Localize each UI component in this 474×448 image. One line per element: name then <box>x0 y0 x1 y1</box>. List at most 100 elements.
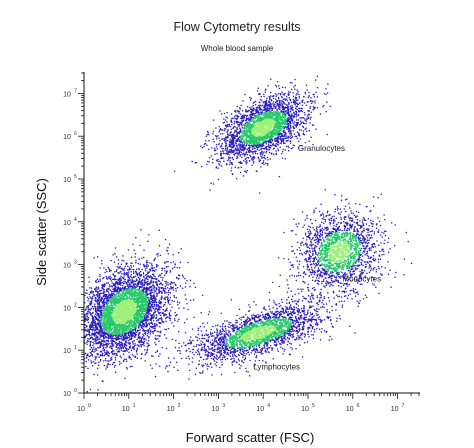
scatter-point <box>282 102 285 104</box>
scatter-point <box>295 99 298 102</box>
scatter-point <box>237 148 239 151</box>
scatter-point <box>251 151 254 153</box>
scatter-point <box>234 166 236 169</box>
scatter-point <box>288 146 290 149</box>
scatter-point <box>248 146 251 148</box>
scatter-point <box>317 232 319 234</box>
scatter-point <box>356 300 359 303</box>
scatter-point <box>255 129 258 132</box>
scatter-point <box>208 156 211 159</box>
scatter-point <box>195 161 198 164</box>
scatter-point <box>298 102 301 104</box>
scatter-point <box>260 105 262 107</box>
scatter-point <box>324 218 327 221</box>
scatter-point <box>384 218 386 221</box>
scatter-point <box>346 198 348 200</box>
scatter-point <box>233 154 236 156</box>
scatter-point <box>353 230 355 233</box>
scatter-point <box>257 125 260 128</box>
scatter-point <box>249 149 251 152</box>
scatter-point <box>304 234 307 236</box>
scatter-point <box>261 108 263 111</box>
scatter-point <box>298 247 300 249</box>
scatter-point <box>383 253 385 256</box>
scatter-point <box>344 199 347 201</box>
scatter-point <box>375 286 377 288</box>
scatter-point <box>317 283 320 285</box>
scatter-point <box>289 81 292 84</box>
scatter-point <box>290 101 293 104</box>
scatter-point <box>315 91 317 94</box>
scatter-point <box>359 270 361 273</box>
scatter-point <box>235 111 237 113</box>
scatter-point <box>293 252 296 255</box>
scatter-point <box>270 138 273 140</box>
scatter-point <box>235 148 237 151</box>
scatter-point <box>306 89 308 91</box>
scatter-point <box>298 140 300 143</box>
scatter-point <box>255 110 258 112</box>
scatter-point <box>302 99 304 101</box>
scatter-point <box>235 142 237 145</box>
scatter-point <box>371 225 374 228</box>
scatter-point <box>340 253 343 256</box>
scatter-point <box>240 104 242 107</box>
scatter-point <box>224 124 227 127</box>
scatter-point <box>377 265 380 268</box>
scatter-point <box>307 266 309 268</box>
scatter-point <box>330 278 332 280</box>
scatter-point <box>338 300 341 303</box>
scatter-point <box>289 261 291 264</box>
scatter-point <box>298 263 301 265</box>
scatter-point <box>279 133 281 136</box>
scatter-point <box>340 259 342 262</box>
scatter-point <box>267 129 270 132</box>
scatter-point <box>266 102 268 105</box>
scatter-point <box>265 162 267 165</box>
scatter-point <box>305 130 308 132</box>
scatter-point <box>282 135 285 138</box>
scatter-point <box>191 361 194 363</box>
scatter-point <box>393 244 396 247</box>
scatter-point <box>249 108 252 111</box>
scatter-point <box>259 92 261 95</box>
scatter-point <box>314 233 316 235</box>
scatter-point <box>279 102 281 104</box>
scatter-point <box>323 218 325 220</box>
scatter-point <box>316 254 319 256</box>
scatter-point <box>305 273 307 275</box>
scatter-point <box>320 271 322 273</box>
scatter-point <box>262 126 265 129</box>
scatter-point <box>325 93 327 96</box>
scatter-point <box>301 211 304 213</box>
scatter-point <box>335 278 337 281</box>
scatter-point <box>239 108 241 110</box>
scatter-point <box>273 110 275 113</box>
scatter-point <box>308 247 311 250</box>
scatter-point <box>293 144 295 147</box>
scatter-point <box>356 228 358 230</box>
scatter-point <box>235 177 238 180</box>
scatter-point <box>363 269 366 272</box>
scatter-point <box>361 231 364 233</box>
scatter-point <box>366 252 369 254</box>
scatter-point <box>314 106 316 109</box>
scatter-point <box>287 109 290 112</box>
scatter-point <box>248 148 251 150</box>
scatter-point <box>356 224 359 226</box>
scatter-point <box>377 231 380 234</box>
scatter-point <box>384 234 387 237</box>
scatter-point <box>295 113 297 116</box>
scatter-point <box>233 131 236 134</box>
scatter-point <box>231 123 233 126</box>
scatter-point <box>290 311 292 313</box>
scatter-point <box>245 163 248 165</box>
scatter-point <box>246 169 249 172</box>
scatter-point <box>340 211 342 213</box>
scatter-point <box>247 156 250 159</box>
scatter-point <box>265 143 268 145</box>
scatter-point <box>279 103 281 106</box>
scatter-point <box>248 132 251 135</box>
scatter-point <box>288 102 290 105</box>
scatter-point <box>254 152 257 155</box>
